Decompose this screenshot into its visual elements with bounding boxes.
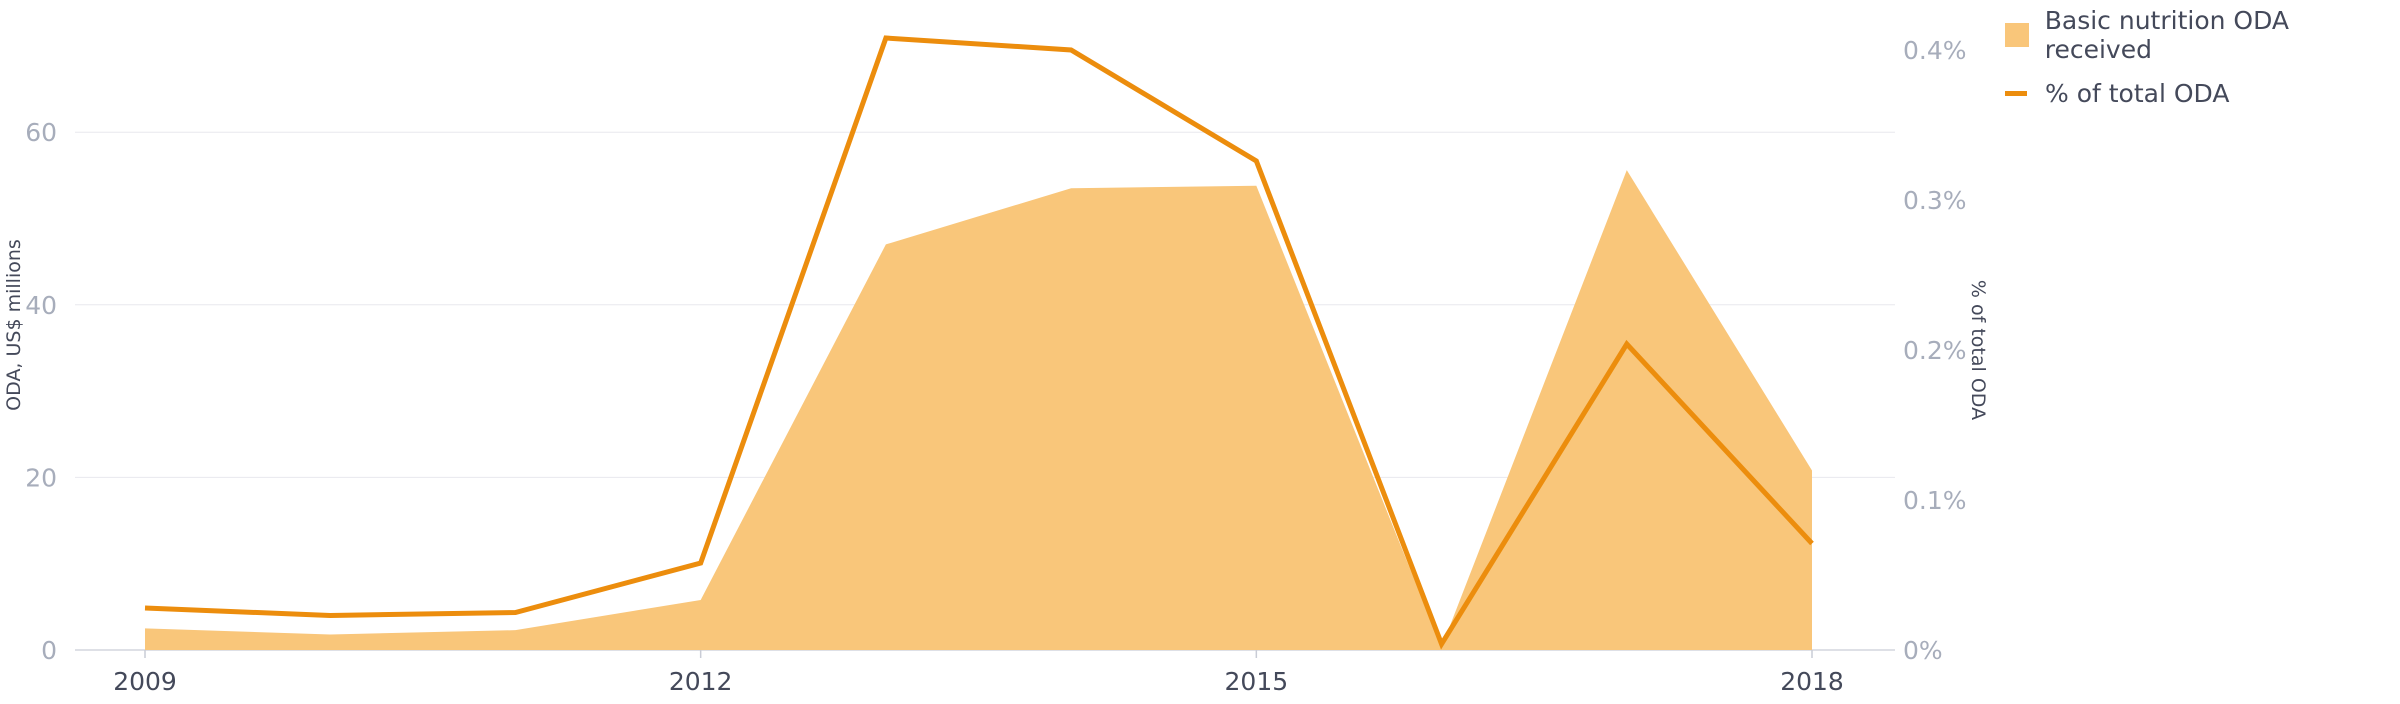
legend: Basic nutrition ODA received % of total …	[2005, 6, 2400, 134]
y-right-tick-label: 0.2%	[1903, 336, 1967, 365]
y-right-axis-title: % of total ODA	[1967, 280, 1989, 420]
legend-item-line[interactable]: % of total ODA	[2005, 76, 2400, 110]
area-series-nutrition-oda[interactable]	[145, 170, 1812, 651]
x-tick-label: 2012	[669, 667, 733, 696]
x-tick-label: 2009	[113, 667, 177, 696]
x-tick-label: 2018	[1780, 667, 1844, 696]
x-tick-label: 2015	[1225, 667, 1289, 696]
y-right-tick-label: 0.4%	[1903, 36, 1967, 65]
legend-item-area[interactable]: Basic nutrition ODA received	[2005, 6, 2400, 64]
y-left-tick-label: 20	[25, 463, 57, 492]
area-swatch-icon	[2005, 23, 2029, 47]
axis-layer: 0 20 40 60 0% 0.1% 0.2% 0.3% 0.4% 2009 2012 2015 201…	[3, 36, 1989, 696]
y-left-axis-title: ODA, US$ millions	[3, 239, 25, 411]
area-layer	[145, 170, 1812, 651]
legend-line-label: % of total ODA	[2045, 78, 2230, 108]
legend-area-label: Basic nutrition ODA received	[2044, 6, 2289, 64]
y-right-tick-label: 0.3%	[1903, 186, 1967, 215]
y-right-tick-label: 0.1%	[1903, 486, 1967, 515]
line-layer	[144, 35, 1814, 650]
line-series-pct-total-oda[interactable]	[144, 35, 1814, 650]
y-right-tick-label: 0%	[1903, 636, 1943, 665]
y-left-tick-label: 40	[25, 291, 57, 320]
y-left-tick-label: 0	[41, 636, 57, 665]
line-swatch-icon	[2005, 90, 2027, 96]
y-left-tick-label: 60	[25, 118, 57, 147]
